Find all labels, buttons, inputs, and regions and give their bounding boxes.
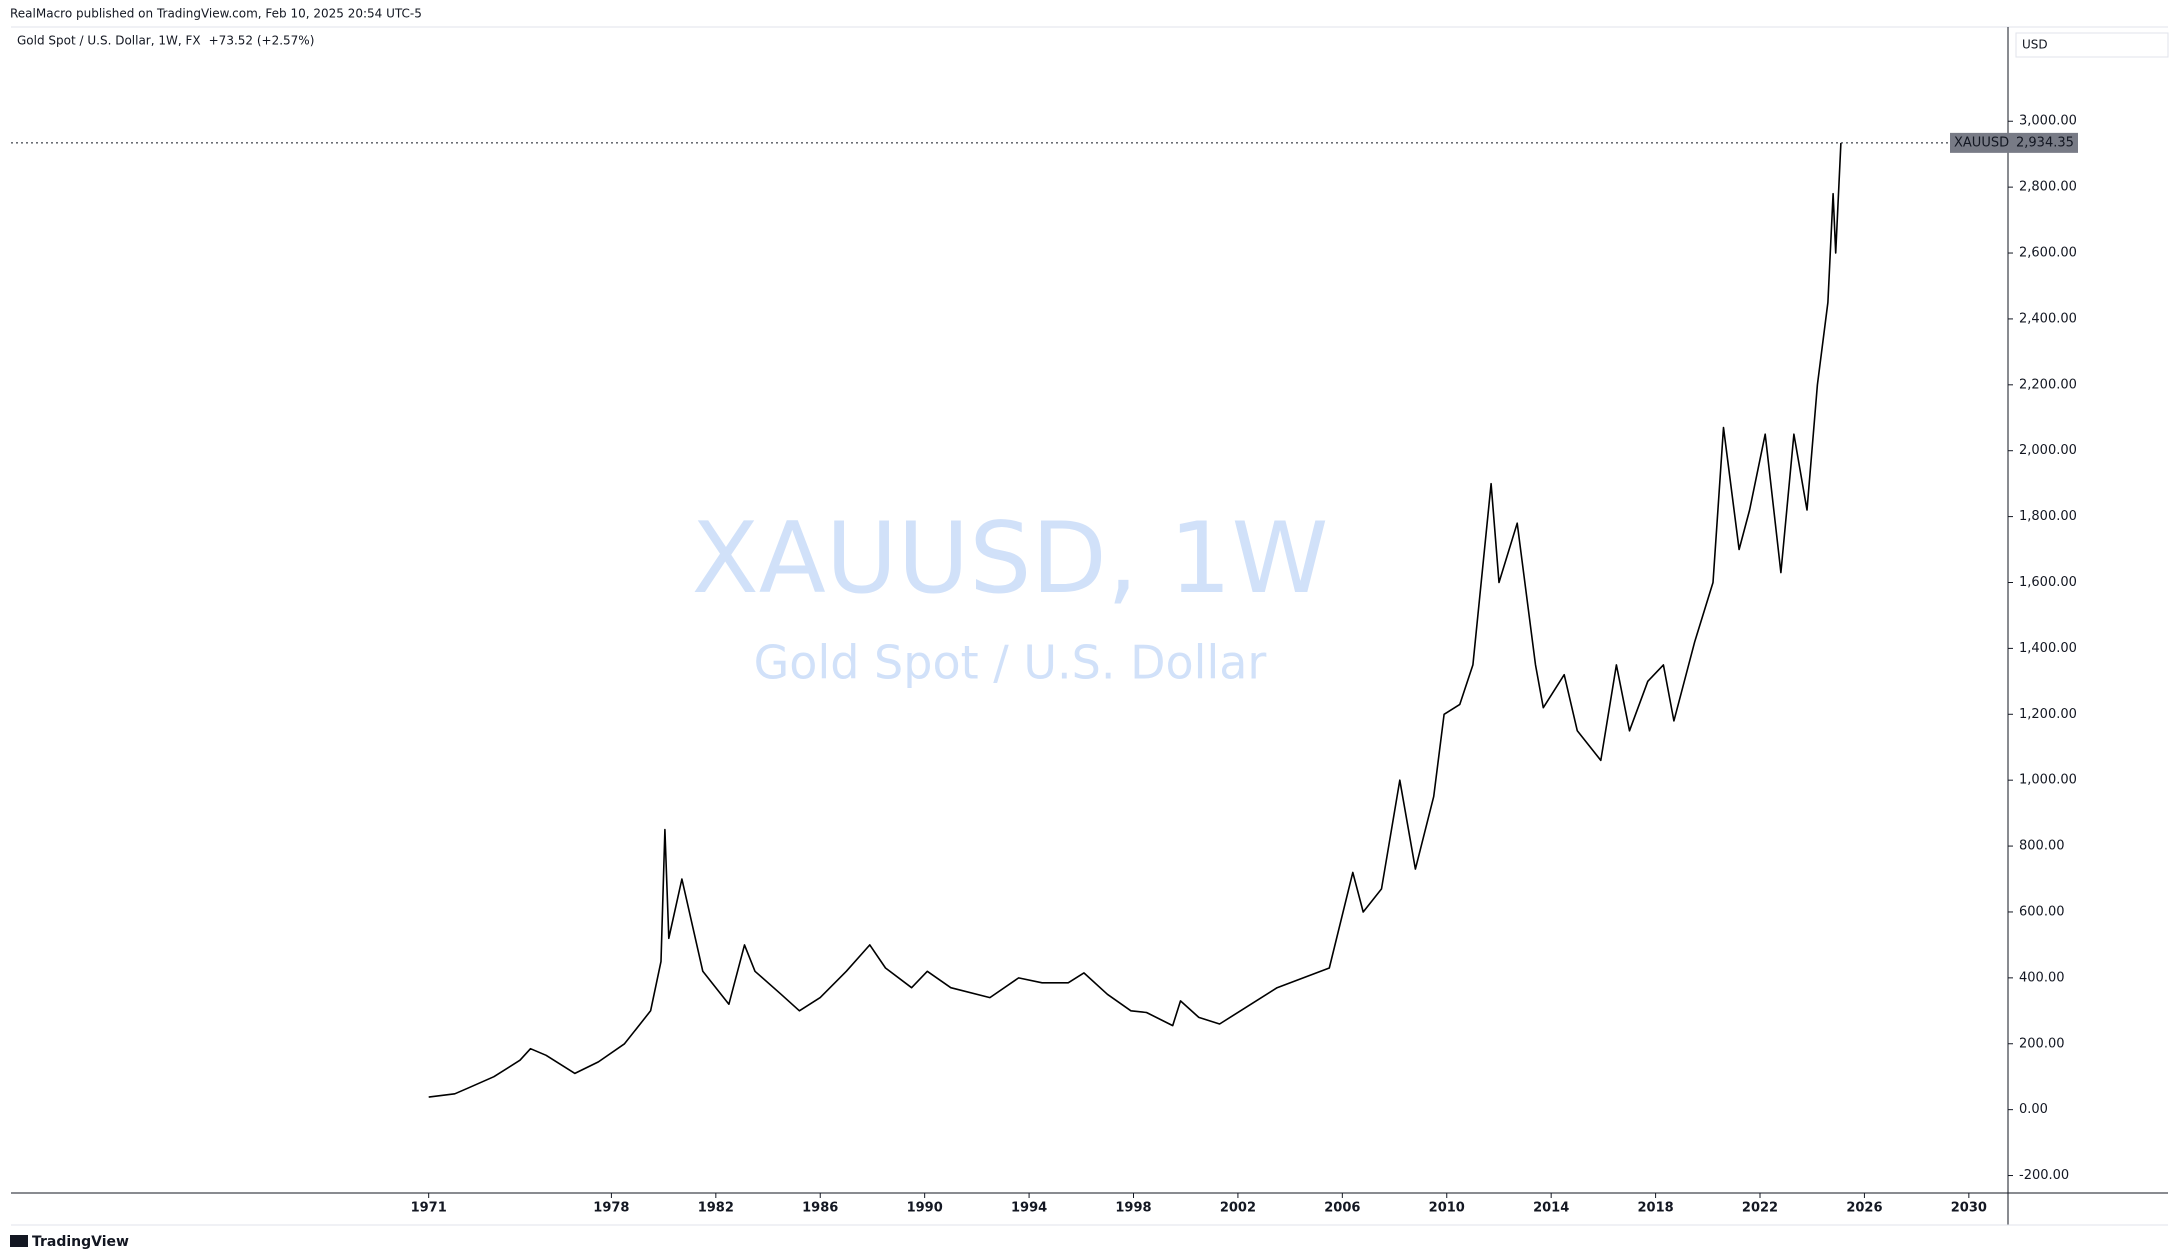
y-tick-label: 400.00: [2019, 970, 2065, 985]
y-tick-label: 1,600.00: [2019, 575, 2077, 590]
chart-title: Gold Spot / U.S. Dollar, 1W, FX: [17, 34, 201, 48]
footer-logo: TradingView: [32, 1234, 129, 1250]
y-tick-label: 800.00: [2019, 839, 2065, 854]
y-tick-label: 1,000.00: [2019, 773, 2077, 788]
change: +73.52 (+2.57%): [209, 34, 315, 48]
price-tag: [2010, 132, 2078, 153]
symbol-tag: [1950, 132, 2010, 153]
x-tick-label: 1978: [593, 1201, 629, 1216]
price-line: [428, 142, 1842, 1098]
y-tick-label: 2,400.00: [2019, 311, 2077, 326]
y-tick-label: 2,600.00: [2019, 246, 2077, 261]
last-price-label: 2,934.35: [2016, 135, 2074, 150]
y-tick-label: 2,800.00: [2019, 180, 2077, 195]
symbol-label: XAUUSD: [1954, 135, 2009, 150]
y-tick-label: 1,800.00: [2019, 509, 2077, 524]
x-tick-label: 2002: [1220, 1201, 1256, 1216]
y-tick-label: 0.00: [2019, 1102, 2048, 1117]
y-tick-label: 600.00: [2019, 904, 2065, 919]
watermark: XAUUSD, 1W: [692, 502, 1329, 616]
currency: USD: [2022, 38, 2048, 52]
y-tick-label: 2,000.00: [2019, 443, 2077, 458]
y-tick-label: 1,400.00: [2019, 641, 2077, 656]
currency-box: [2015, 32, 2169, 58]
x-tick-label: 2014: [1533, 1201, 1569, 1216]
x-tick-label: 2006: [1324, 1201, 1360, 1216]
x-tick-label: 2010: [1429, 1201, 1465, 1216]
logo-icon: [10, 1235, 28, 1247]
y-tick-label: -200.00: [2019, 1168, 2069, 1183]
y-tick-label: 2,200.00: [2019, 377, 2077, 392]
x-tick-label: 1998: [1115, 1201, 1151, 1216]
y-tick-label: 1,200.00: [2019, 707, 2077, 722]
watermark-subtitle: Gold Spot / U.S. Dollar: [754, 636, 1267, 690]
y-tick-label: 3,000.00: [2019, 114, 2077, 129]
y-tick-label: 200.00: [2019, 1036, 2065, 1051]
x-tick-label: 1982: [698, 1201, 734, 1216]
x-tick-label: 2030: [1951, 1201, 1987, 1216]
x-tick-label: 2022: [1742, 1201, 1778, 1216]
x-tick-label: 2018: [1637, 1201, 1673, 1216]
x-tick-label: 2026: [1846, 1201, 1882, 1216]
x-tick-label: 1971: [411, 1201, 447, 1216]
x-tick-label: 1986: [802, 1201, 838, 1216]
x-tick-label: 1994: [1011, 1201, 1047, 1216]
publisher: RealMacro published on TradingView.com, …: [10, 7, 422, 21]
x-tick-label: 1990: [907, 1201, 943, 1216]
